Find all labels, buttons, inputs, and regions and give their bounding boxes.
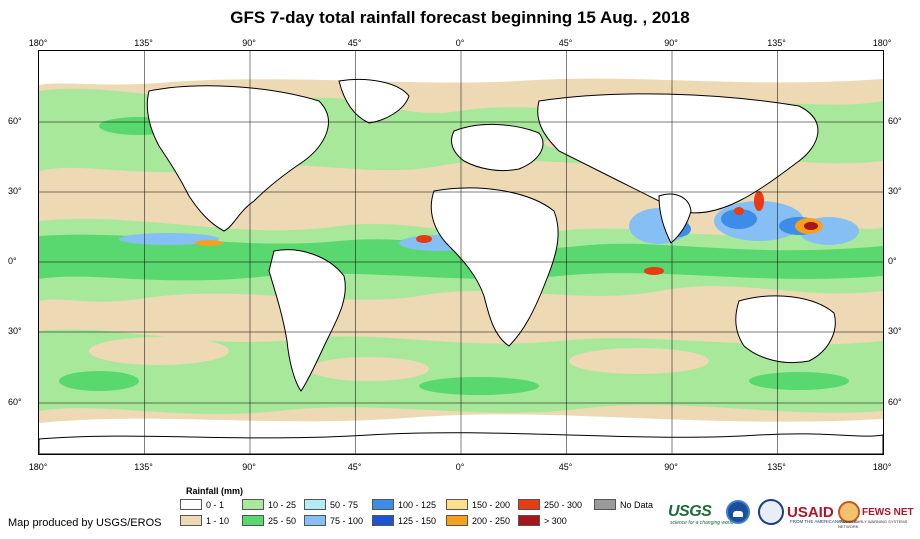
legend-label: 1 - 10 — [206, 515, 230, 526]
lat-tick-label: 30° — [888, 186, 902, 196]
lon-tick-label: 180° — [872, 38, 892, 48]
legend-item: 50 - 75 — [304, 499, 358, 510]
map-title: GFS 7-day total rainfall forecast beginn… — [230, 8, 690, 27]
graticule — [39, 51, 883, 454]
fews-net-logo[interactable]: FEWS NET — [838, 496, 914, 528]
legend-item: 0 - 1 — [180, 499, 224, 510]
lon-tick-label: 0° — [455, 38, 465, 48]
legend-item: 10 - 25 — [242, 499, 296, 510]
usaid-seal-icon — [758, 499, 784, 525]
legend-swatch — [518, 499, 540, 510]
legend-label: No Data — [620, 499, 654, 510]
legend-swatch — [518, 515, 540, 526]
usgs-logo[interactable]: USGS — [668, 496, 712, 528]
lon-tick-label: 90° — [664, 462, 678, 472]
legend-label: 50 - 75 — [330, 499, 359, 510]
legend-label: > 300 — [544, 515, 567, 526]
lon-tick-label: 135° — [767, 38, 786, 48]
legend-swatch — [242, 499, 264, 510]
legend-label: 10 - 25 — [268, 499, 297, 510]
lat-tick-label: 0° — [8, 256, 17, 266]
lat-tick-label: 30° — [8, 326, 22, 336]
legend-swatch — [372, 499, 394, 510]
fews-globe-icon — [838, 501, 860, 523]
fews-tagline: FAMINE EARLY WARNING SYSTEMS NETWORK — [838, 519, 908, 529]
rain-band-extreme — [195, 191, 823, 275]
legend-label: 0 - 1 — [206, 499, 225, 510]
lon-tick-label: 135° — [134, 38, 153, 48]
usgs-tagline: science for a changing world — [670, 520, 734, 526]
legend-item: No Data — [594, 499, 653, 510]
legend-swatch — [372, 515, 394, 526]
lat-tick-label: 60° — [8, 397, 22, 407]
lat-tick-label: 60° — [888, 397, 902, 407]
legend-label: 100 - 125 — [398, 499, 437, 510]
legend-item: > 300 — [518, 515, 567, 526]
noaa-icon — [726, 500, 750, 524]
legend-swatch — [594, 499, 616, 510]
legend-label: 250 - 300 — [544, 499, 583, 510]
usaid-logo[interactable]: USAID — [758, 496, 834, 528]
legend-item: 150 - 200 — [446, 499, 510, 510]
lat-tick-label: 60° — [888, 116, 902, 126]
legend-item: 25 - 50 — [242, 515, 296, 526]
legend-item: 1 - 10 — [180, 515, 229, 526]
map-credit: Map produced by USGS/EROS — [8, 517, 162, 529]
lon-tick-label: 90° — [242, 38, 256, 48]
legend-swatch — [446, 499, 468, 510]
legend-item: 75 - 100 — [304, 515, 363, 526]
lon-tick-label: 45° — [347, 462, 362, 472]
lon-tick-label: 90° — [242, 462, 256, 472]
legend-item: 100 - 125 — [372, 499, 436, 510]
legend-label: 200 - 250 — [472, 515, 511, 526]
legend-item: 250 - 300 — [518, 499, 582, 510]
legend-title: Rainfall (mm) — [186, 486, 244, 496]
lat-tick-label: 60° — [8, 116, 22, 126]
legend-label: 150 - 200 — [472, 499, 511, 510]
legend-item: 125 - 150 — [372, 515, 436, 526]
lon-tick-label: 45° — [347, 38, 362, 48]
legend-label: 125 - 150 — [398, 515, 437, 526]
legend-swatch — [180, 499, 202, 510]
rainfall-map[interactable] — [38, 50, 884, 455]
lon-tick-label: 180° — [28, 38, 48, 48]
legend-swatch — [242, 515, 264, 526]
lon-tick-label: 45° — [558, 38, 573, 48]
lon-tick-label: 180° — [28, 462, 48, 472]
legend-swatch — [180, 515, 202, 526]
legend-swatch — [304, 515, 326, 526]
legend-label: 75 - 100 — [330, 515, 364, 526]
fews-wordmark: FEWS NET — [862, 506, 914, 518]
legend-label: 25 - 50 — [268, 515, 297, 526]
legend-swatch — [304, 499, 326, 510]
lon-tick-label: 135° — [134, 462, 153, 472]
lon-tick-label: 90° — [664, 38, 678, 48]
legend-item: 200 - 250 — [446, 515, 510, 526]
lon-tick-label: 0° — [455, 462, 465, 472]
noaa-logo[interactable] — [726, 496, 750, 528]
lat-tick-label: 30° — [888, 326, 902, 336]
lon-tick-label: 135° — [767, 462, 786, 472]
usaid-wordmark: USAID — [787, 503, 834, 521]
usgs-wordmark: USGS — [668, 503, 712, 520]
lat-tick-label: 0° — [888, 256, 897, 266]
lat-tick-label: 30° — [8, 186, 22, 196]
lon-tick-label: 180° — [872, 462, 892, 472]
map-canvas — [39, 51, 883, 454]
usaid-tagline: FROM THE AMERICAN PEOPLE — [790, 519, 858, 524]
lon-tick-label: 45° — [558, 462, 573, 472]
legend-swatch — [446, 515, 468, 526]
